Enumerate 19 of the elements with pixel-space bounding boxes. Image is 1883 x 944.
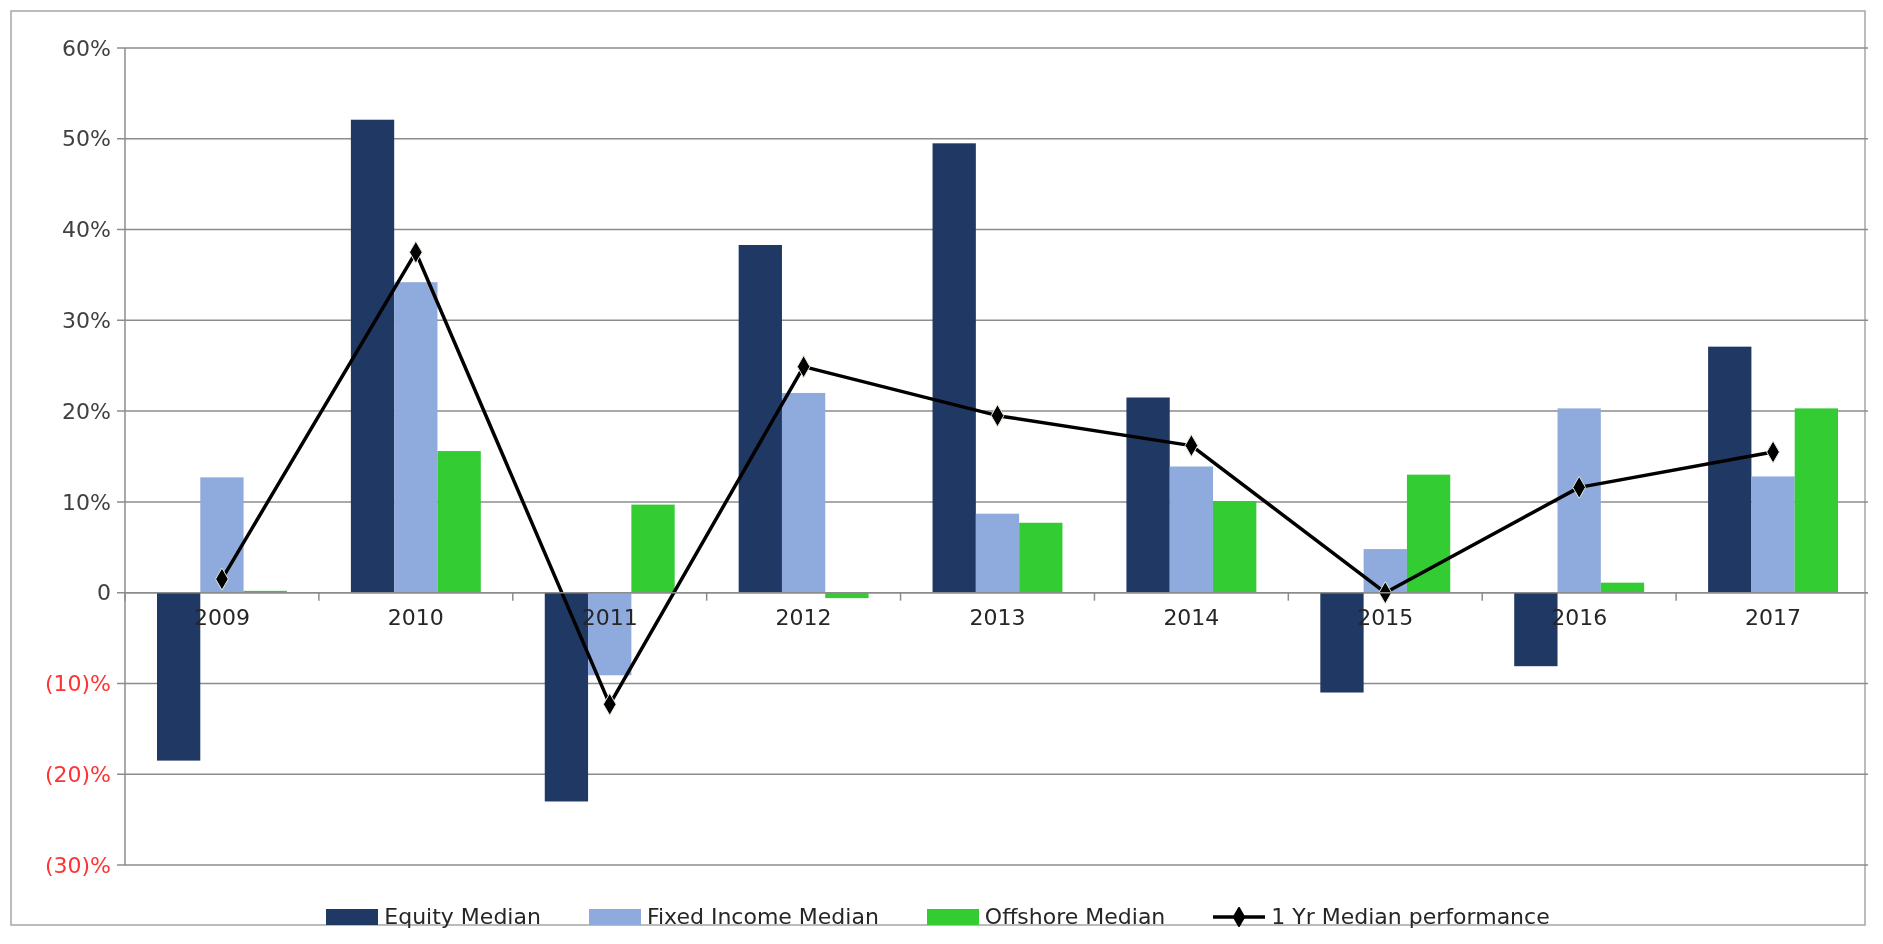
y-tick-label: 0 <box>97 580 111 606</box>
y-tick-label: (10)% <box>44 671 111 697</box>
legend-label: 1 Yr Median performance <box>1271 904 1550 929</box>
x-tick-label: 2010 <box>387 604 444 630</box>
y-tick-label: 50% <box>62 126 111 152</box>
legend-label: Fixed Income Median <box>646 904 879 929</box>
y-tick-label: 40% <box>62 217 111 243</box>
legend-label: Offshore Median <box>984 904 1166 929</box>
y-tick-label: (20)% <box>44 761 111 787</box>
y-tick-label: 10% <box>62 489 111 515</box>
y-tick-label: (30)% <box>44 852 111 878</box>
legend-label: Equity Median <box>384 904 541 929</box>
y-tick-label: 20% <box>62 398 111 424</box>
y-tick-label: 30% <box>62 308 111 334</box>
x-tick-label: 2014 <box>1163 604 1220 630</box>
x-tick-label: 2012 <box>775 604 832 630</box>
y-tick-label: 60% <box>62 35 111 61</box>
x-tick-label: 2017 <box>1745 604 1802 630</box>
x-tick-label: 2013 <box>969 604 1026 630</box>
